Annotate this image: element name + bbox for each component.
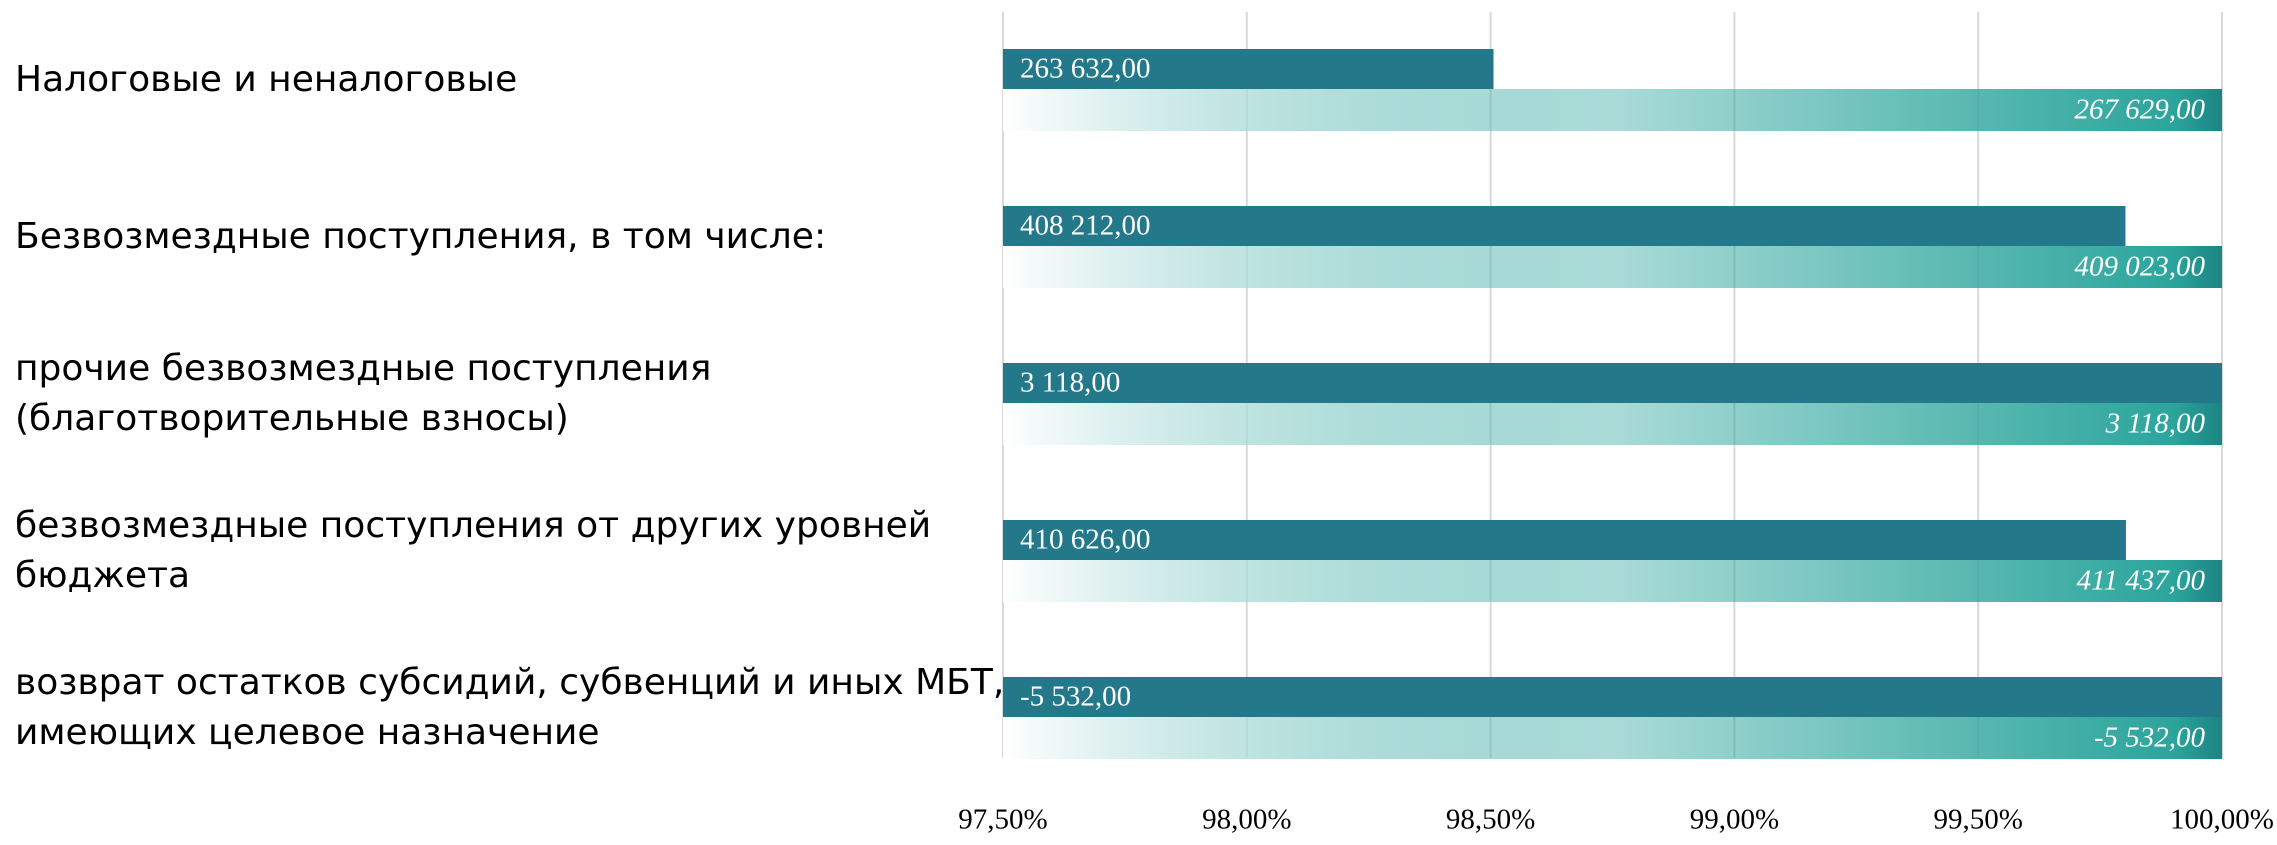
data-label: 409 023,00 bbox=[2075, 251, 2206, 283]
x-tick-label: 98,50% bbox=[1446, 804, 1535, 836]
bar bbox=[1003, 520, 2126, 560]
data-label: 411 437,00 bbox=[2077, 565, 2206, 597]
data-label: 3 118,00 bbox=[1020, 367, 1120, 399]
data-label: -5 532,00 bbox=[2094, 722, 2206, 754]
bar bbox=[1003, 363, 2222, 403]
bar bbox=[1003, 246, 2222, 288]
data-label: -5 532,00 bbox=[1020, 681, 1131, 713]
bar bbox=[1003, 49, 1494, 89]
data-label: 3 118,00 bbox=[2105, 408, 2206, 440]
x-tick-label: 99,00% bbox=[1690, 804, 1779, 836]
category-label: Безвозмездные поступления, в том числе: bbox=[15, 216, 826, 257]
bar bbox=[1003, 560, 2222, 602]
x-tick-label: 99,50% bbox=[1933, 804, 2022, 836]
x-tick-label: 100,00% bbox=[2170, 804, 2274, 836]
category-label: безвозмездные поступления от других уров… bbox=[15, 505, 931, 596]
bar bbox=[1003, 717, 2222, 759]
data-label: 410 626,00 bbox=[1020, 524, 1151, 556]
x-tick-label: 98,00% bbox=[1202, 804, 1291, 836]
data-label: 408 212,00 bbox=[1020, 210, 1151, 242]
bar bbox=[1003, 89, 2222, 131]
bar bbox=[1003, 206, 2126, 246]
category-label: прочие безвозмездные поступления (благотв… bbox=[15, 348, 711, 439]
bar bbox=[1003, 677, 2222, 717]
x-tick-label: 97,50% bbox=[958, 804, 1047, 836]
bar bbox=[1003, 403, 2222, 445]
data-label: 267 629,00 bbox=[2075, 94, 2206, 126]
data-label: 263 632,00 bbox=[1020, 53, 1151, 85]
category-label: Налоговые и неналоговые bbox=[15, 59, 517, 100]
category-label: возврат остатков субсидий, субвенций и и… bbox=[15, 662, 1004, 753]
